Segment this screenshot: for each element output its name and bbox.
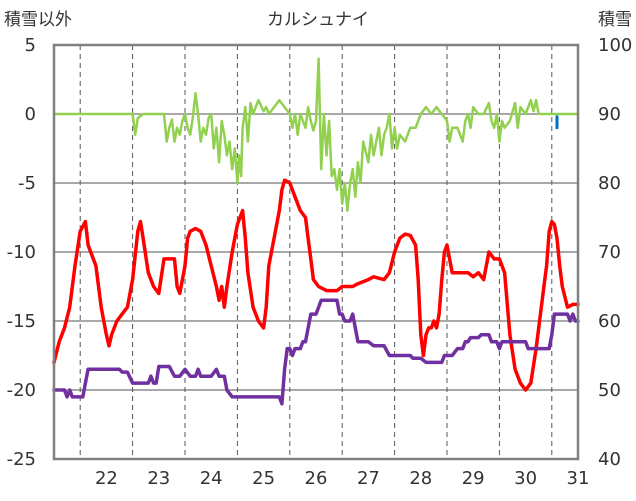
- series-layer: [52, 57, 580, 406]
- x-tick-label: 30: [514, 468, 537, 489]
- series-line-0: [52, 57, 580, 212]
- y-right-tick-label: 100: [598, 35, 632, 56]
- y-right-tick-label: 40: [598, 449, 621, 470]
- y-right-tick-label: 50: [598, 380, 621, 401]
- x-tick-label: 31: [567, 468, 590, 489]
- y-left-tick-label: 5: [25, 35, 36, 56]
- y-right-tick-label: 80: [598, 173, 621, 194]
- y-right-tick-label: 90: [598, 104, 621, 125]
- y-right-tick-label: 60: [598, 311, 621, 332]
- y-left-tick-label: 0: [25, 104, 36, 125]
- series-line-2: [52, 298, 580, 406]
- y-left-tick-label: -25: [7, 449, 36, 470]
- y-left-tick-label: -20: [7, 380, 36, 401]
- x-tick-label: 29: [462, 468, 485, 489]
- y-axis-right-label: 積雪: [598, 10, 632, 30]
- y-left-tick-label: -10: [7, 242, 36, 263]
- y-left-tick-label: -5: [18, 173, 36, 194]
- x-tick-label: 22: [95, 468, 118, 489]
- x-tick-label: 26: [305, 468, 328, 489]
- x-tick-label: 27: [357, 468, 380, 489]
- x-tick-label: 23: [147, 468, 170, 489]
- x-tick-label: 28: [409, 468, 432, 489]
- x-tick-label: 25: [252, 468, 275, 489]
- x-tick-label: 24: [200, 468, 223, 489]
- y-axis-left-label: 積雪以外: [4, 10, 72, 30]
- y-right-tick-label: 70: [598, 242, 621, 263]
- plot-frame: [52, 43, 580, 461]
- grid: [54, 44, 578, 460]
- series-line-1: [52, 178, 580, 392]
- y-left-tick-label: -15: [7, 311, 36, 332]
- chart-title: カルシュナイ: [267, 10, 369, 30]
